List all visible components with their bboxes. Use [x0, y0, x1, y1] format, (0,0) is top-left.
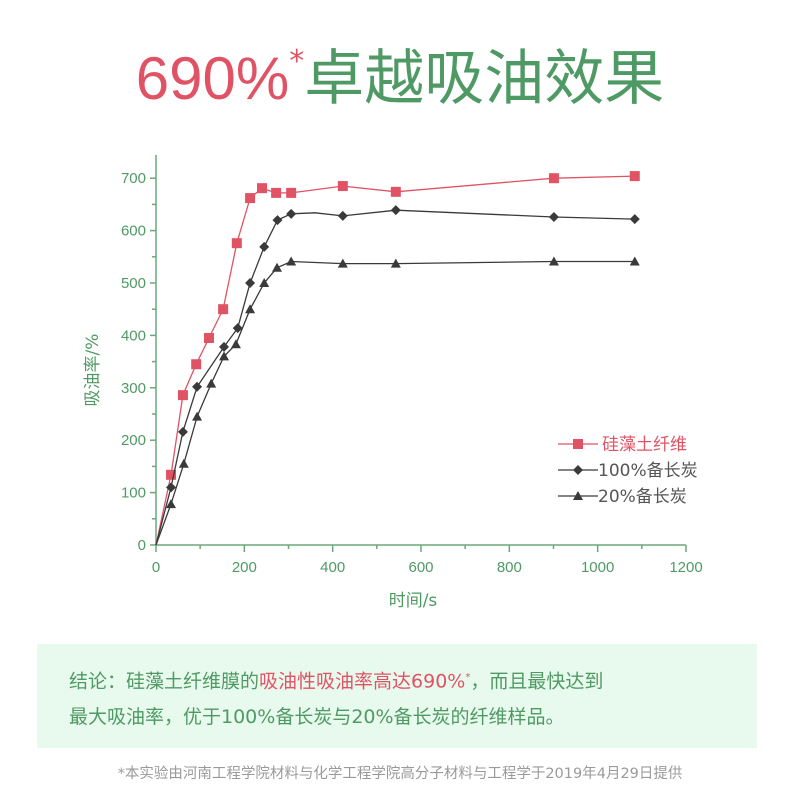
y-tick-label: 700 [121, 170, 146, 187]
triangle-marker-icon [272, 262, 283, 272]
legend-item: 硅藻土纤维 [558, 435, 687, 455]
x-tick-label: 1200 [669, 559, 702, 576]
chart-series [155, 171, 640, 546]
square-marker-icon [573, 439, 583, 449]
square-marker-icon [231, 238, 242, 249]
y-tick-label: 0 [138, 537, 146, 554]
triangle-marker-icon [219, 351, 230, 361]
triangle-marker-icon [230, 339, 241, 349]
triangle-marker-icon [629, 256, 640, 266]
chart-axes: 0 100 200 300 400 500 600 700 0 200 400 600 800 1000 1… [83, 155, 703, 611]
square-marker-icon [271, 187, 282, 198]
series-0 [155, 171, 640, 546]
triangle-marker-icon [178, 458, 189, 468]
diamond-marker-icon [337, 210, 348, 221]
triangle-marker-icon [259, 278, 270, 287]
diamond-marker-icon [573, 465, 583, 475]
x-tick-label: 600 [408, 559, 433, 576]
legend-label: 100%备长炭 [598, 461, 698, 481]
conclusion-highlight-sup: * [465, 672, 471, 683]
square-marker-icon [337, 181, 348, 192]
x-tick-label: 800 [497, 559, 522, 576]
footnote: *本实验由河南工程学院材料与化学工程学院高分子材料与工程学于2019年4月29日… [117, 766, 683, 782]
y-tick-label: 100 [121, 485, 146, 502]
square-marker-icon [390, 186, 401, 197]
diamond-marker-icon [286, 208, 297, 219]
square-marker-icon [166, 469, 177, 480]
triangle-marker-icon [206, 378, 217, 388]
diamond-marker-icon [192, 381, 203, 392]
y-tick-label: 400 [121, 327, 146, 344]
x-axis-title: 时间/s [389, 591, 438, 611]
legend-label: 20%备长炭 [598, 487, 687, 507]
y-tick-label: 300 [121, 380, 146, 397]
diamond-marker-icon [259, 241, 270, 252]
title-text: 卓越吸油效果 [304, 44, 665, 114]
page-title: 690%*卓越吸油效果 [0, 22, 800, 119]
triangle-marker-icon [192, 411, 203, 421]
diamond-marker-icon [219, 341, 230, 352]
square-marker-icon [218, 304, 229, 315]
chart-legend: 硅藻土纤维 100%备长炭 20%备长炭 [558, 435, 698, 507]
diamond-marker-icon [177, 426, 188, 437]
conclusion-suffix: ，而且最快达到 [470, 670, 604, 693]
legend-label: 硅藻土纤维 [602, 435, 687, 455]
conclusion-line-2: 最大吸油率，优于100%备长炭与20%备长炭的纤维样品。 [69, 706, 565, 729]
square-marker-icon [286, 187, 297, 198]
diamond-marker-icon [390, 205, 401, 216]
diamond-marker-icon [272, 215, 283, 226]
title-number: 690% [135, 45, 290, 112]
diamond-marker-icon [548, 211, 559, 222]
square-marker-icon [191, 359, 202, 370]
series-2 [155, 256, 640, 546]
oil-absorption-chart: 0 100 200 300 400 500 600 700 0 200 400 600 800 1000 1… [83, 155, 703, 611]
square-marker-icon [177, 390, 188, 401]
title-asterisk: * [289, 44, 305, 79]
y-tick-label: 500 [121, 275, 146, 292]
triangle-marker-icon [245, 304, 256, 314]
legend-item: 100%备长炭 [558, 461, 698, 481]
series-line [155, 260, 635, 546]
y-tick-label: 600 [121, 223, 146, 240]
triangle-marker-icon [166, 499, 177, 509]
conclusion-box: 结论：硅藻土纤维膜的吸油性吸油率高达690%*，而且最快达到 最大吸油率，优于1… [37, 644, 757, 748]
y-tick-label: 200 [121, 432, 146, 449]
series-line [155, 175, 635, 546]
diamond-marker-icon [166, 482, 177, 493]
x-tick-label: 400 [320, 559, 345, 576]
triangle-marker-icon [548, 256, 559, 266]
conclusion-line-1: 结论：硅藻土纤维膜的吸油性吸油率高达690%*，而且最快达到 [69, 660, 725, 699]
triangle-marker-icon [573, 491, 583, 500]
legend-item: 20%备长炭 [558, 487, 687, 507]
square-marker-icon [629, 171, 640, 182]
square-marker-icon [257, 183, 267, 194]
x-tick-label: 0 [152, 559, 160, 576]
series-1 [155, 205, 640, 546]
square-marker-icon [548, 173, 559, 184]
square-marker-icon [245, 193, 256, 204]
triangle-marker-icon [337, 258, 348, 268]
square-marker-icon [204, 333, 214, 344]
diamond-marker-icon [232, 323, 243, 334]
y-axis-title: 吸油率/% [83, 334, 103, 407]
diamond-marker-icon [629, 214, 640, 225]
diamond-marker-icon [245, 278, 256, 288]
conclusion-prefix: 结论：硅藻土纤维膜的 [69, 670, 260, 693]
triangle-marker-icon [286, 256, 297, 266]
x-tick-label: 200 [232, 559, 257, 576]
x-tick-label: 1000 [581, 559, 614, 576]
conclusion-highlight: 吸油性吸油率高达690% [259, 670, 466, 693]
triangle-marker-icon [390, 258, 401, 268]
